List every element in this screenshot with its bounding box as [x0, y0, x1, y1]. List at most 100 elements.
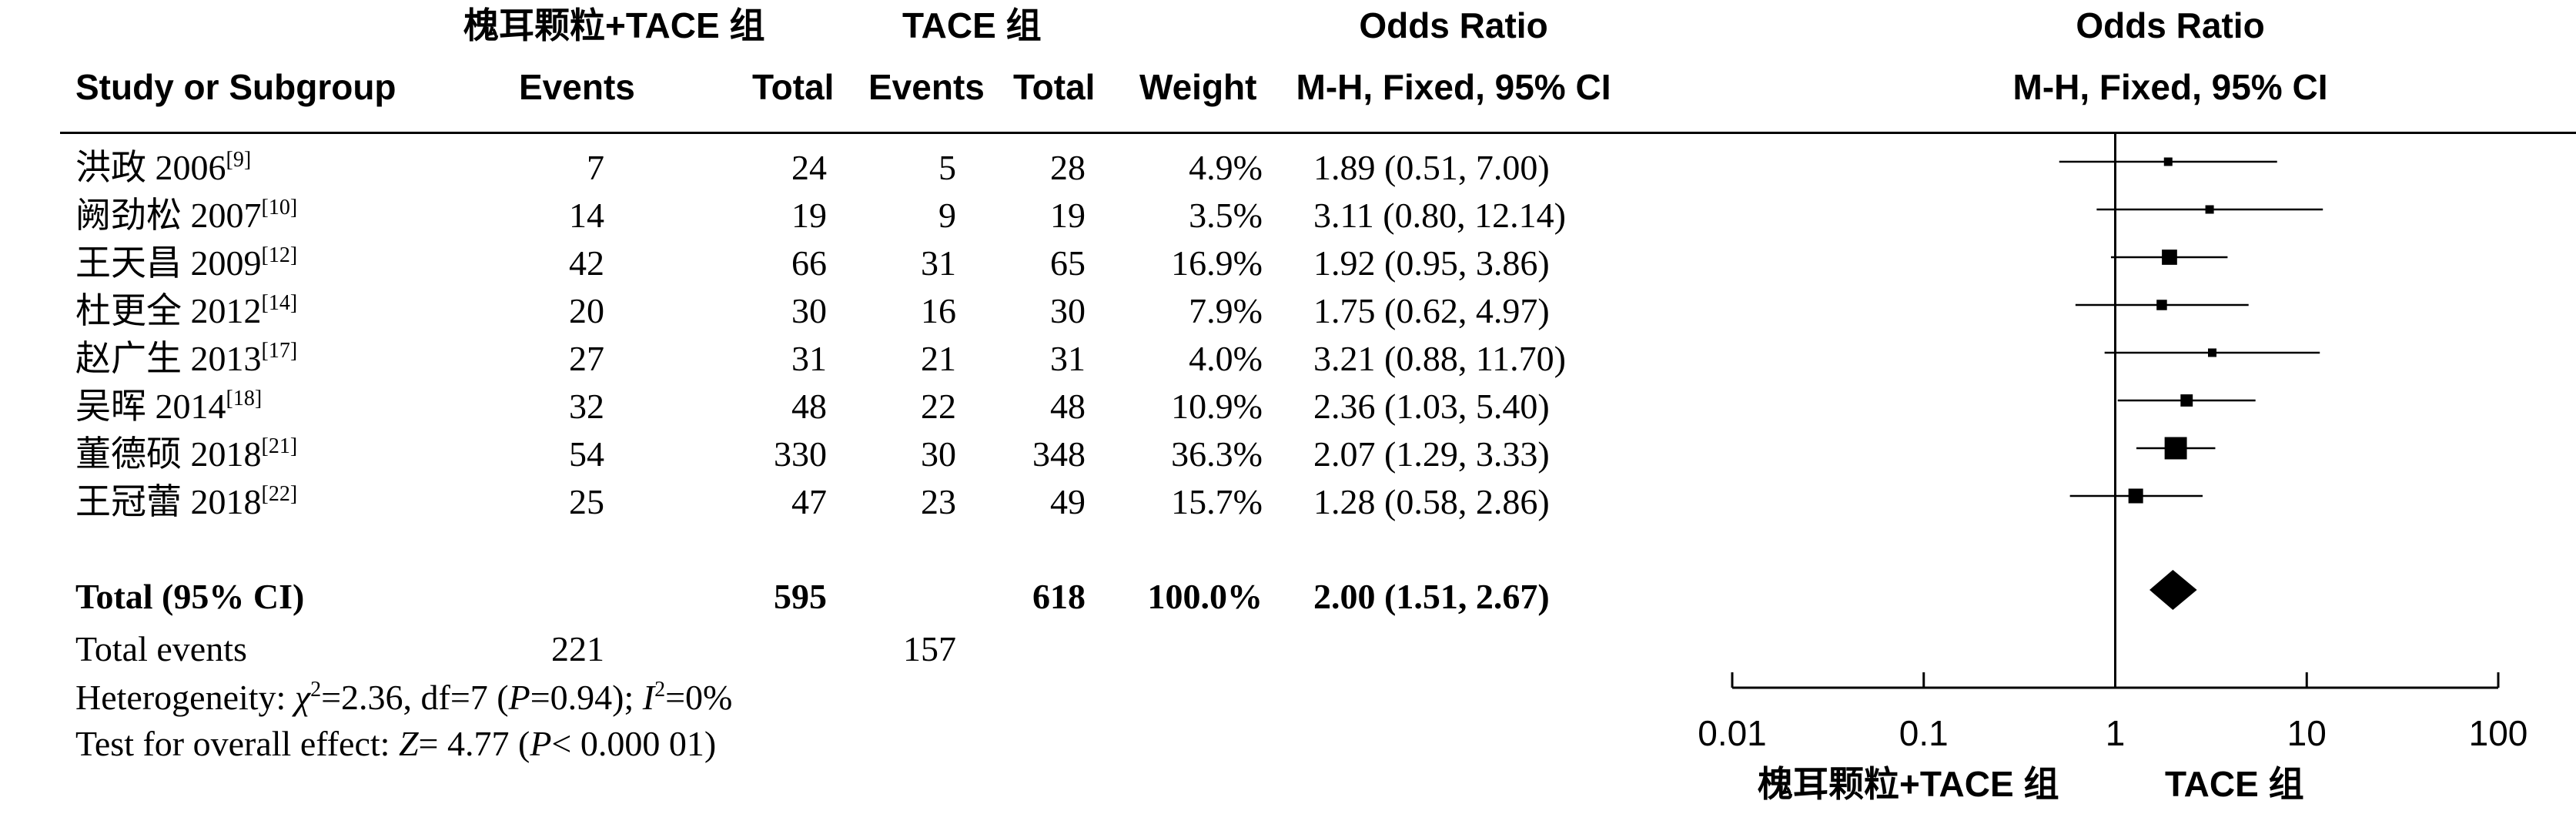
study-total-treat: 330 — [774, 434, 827, 474]
chi-value: =2.36, df=7 ( — [321, 678, 509, 717]
study-ref: [21] — [261, 434, 298, 458]
study-name-text: 董德硕 2018 — [75, 434, 262, 474]
study-name-text: 杜更全 2012 — [75, 291, 262, 330]
study-total-treat: 47 — [791, 482, 827, 521]
header-or-method: M-H, Fixed, 95% CI — [1296, 67, 1611, 107]
effect-square — [2205, 205, 2214, 214]
axis-footer-left: 槐耳颗粒+TACE 组 — [1758, 764, 2059, 804]
study-events-treat: 14 — [569, 196, 604, 235]
header-weight: Weight — [1139, 67, 1257, 107]
study-or-ci: 3.11 (0.80, 12.14) — [1313, 196, 1566, 235]
total-total-ctrl: 618 — [1032, 577, 1086, 616]
header-total-ctrl: Total — [1013, 67, 1096, 107]
study-name-text: 阙劲松 2007 — [75, 196, 262, 235]
x-tick-label: 10 — [2287, 713, 2327, 753]
pooled-diamond — [2149, 570, 2197, 610]
study-events-treat: 25 — [569, 482, 604, 521]
study-ref: [14] — [261, 291, 298, 315]
study-or-ci: 2.07 (1.29, 3.33) — [1313, 434, 1550, 474]
study-total-ctrl: 48 — [1050, 387, 1086, 426]
study-name: 吴晖 2014[18] — [75, 387, 263, 426]
x-tick-label: 0.1 — [1899, 713, 1949, 753]
study-name: 杜更全 2012[14] — [75, 293, 297, 329]
study-events-treat: 20 — [569, 291, 604, 330]
header-group-treat: 槐耳颗粒+TACE 组 — [463, 5, 765, 45]
study-events-treat: 42 — [569, 243, 604, 283]
total-weight: 100.0% — [1147, 577, 1263, 616]
header-rule — [60, 132, 2576, 134]
study-ref: [22] — [261, 482, 298, 506]
study-ref: [18] — [226, 387, 263, 410]
study-total-treat: 24 — [791, 148, 827, 187]
total-or: 2.00 (1.51, 2.67) — [1313, 577, 1550, 616]
study-name: 洪政 2006[9] — [75, 148, 252, 187]
effect-square — [2180, 394, 2193, 407]
heterogeneity-line: Heterogeneity: χ2=2.36, df=7 (P=0.94); I… — [75, 678, 733, 717]
total-total-treat: 595 — [774, 577, 827, 616]
study-total-ctrl: 19 — [1050, 196, 1086, 235]
study-name: 王天昌 2009[12] — [75, 243, 298, 281]
study-weight: 16.9% — [1171, 243, 1263, 283]
effect-square — [2163, 157, 2173, 166]
header-events-ctrl: Events — [868, 67, 985, 107]
x-tick-label: 0.01 — [1698, 713, 1767, 753]
p-symbol: P — [508, 678, 530, 717]
study-or-ci: 3.21 (0.88, 11.70) — [1313, 339, 1566, 378]
header-study: Study or Subgroup — [75, 67, 396, 107]
study-or-ci: 2.36 (1.03, 5.40) — [1313, 387, 1550, 426]
header-plot-top: Odds Ratio — [2076, 5, 2265, 45]
overall-effect-line: Test for overall effect: Z= 4.77 (P< 0.0… — [75, 726, 716, 762]
study-total-treat: 19 — [791, 196, 827, 235]
x-tick-label: 100 — [2469, 713, 2528, 753]
study-weight: 36.3% — [1171, 434, 1263, 474]
z-symbol: Z — [398, 724, 419, 763]
study-events-treat: 32 — [569, 387, 604, 426]
study-ref: [9] — [226, 148, 252, 172]
i-value: =0% — [665, 678, 733, 717]
i-symbol: I — [642, 678, 655, 717]
study-events-ctrl: 16 — [921, 291, 956, 330]
study-weight: 7.9% — [1189, 291, 1263, 330]
study-total-ctrl: 28 — [1050, 148, 1086, 187]
total-label: Total (95% CI) — [75, 577, 305, 616]
x-tick-label: 1 — [2106, 713, 2126, 753]
study-total-treat: 31 — [791, 339, 827, 378]
header-events-treat: Events — [519, 67, 635, 107]
study-events-ctrl: 22 — [921, 387, 956, 426]
study-or-ci: 1.28 (0.58, 2.86) — [1313, 482, 1550, 521]
study-events-ctrl: 9 — [938, 196, 956, 235]
study-ref: [12] — [261, 243, 298, 267]
study-weight: 4.9% — [1189, 148, 1263, 187]
study-name-text: 吴晖 2014 — [75, 387, 226, 426]
study-name-text: 洪政 2006 — [75, 148, 226, 187]
study-total-treat: 66 — [791, 243, 827, 283]
study-name: 赵广生 2013[17] — [75, 339, 297, 378]
study-weight: 15.7% — [1171, 482, 1263, 521]
study-events-treat: 54 — [569, 434, 604, 474]
study-name: 董德硕 2018[21] — [75, 434, 298, 474]
study-total-ctrl: 31 — [1050, 339, 1086, 378]
study-name: 阙劲松 2007[10] — [75, 196, 297, 235]
total-events-ctrl: 157 — [903, 629, 956, 668]
header-group-ctrl: TACE 组 — [902, 5, 1042, 45]
study-weight: 4.0% — [1189, 339, 1263, 378]
study-events-ctrl: 23 — [921, 482, 956, 521]
effect-square — [2162, 250, 2177, 265]
axis-footer-right: TACE 组 — [2165, 764, 2304, 804]
header-plot-method: M-H, Fixed, 95% CI — [2012, 67, 2328, 107]
study-events-ctrl: 5 — [938, 148, 956, 187]
total-events-label: Total events — [75, 629, 247, 668]
p-value: =0.94); — [530, 678, 643, 717]
study-total-treat: 48 — [791, 387, 827, 426]
i-sup: 2 — [654, 678, 666, 702]
study-events-ctrl: 21 — [921, 339, 956, 378]
study-name-text: 赵广生 2013 — [75, 339, 262, 378]
study-or-ci: 1.89 (0.51, 7.00) — [1313, 148, 1550, 187]
header-or-top: Odds Ratio — [1359, 5, 1548, 45]
study-name: 王冠蕾 2018[22] — [75, 484, 297, 520]
study-events-treat: 7 — [587, 148, 604, 187]
overall-p-symbol: P — [530, 724, 552, 763]
heterogeneity-label: Heterogeneity: — [75, 678, 295, 717]
